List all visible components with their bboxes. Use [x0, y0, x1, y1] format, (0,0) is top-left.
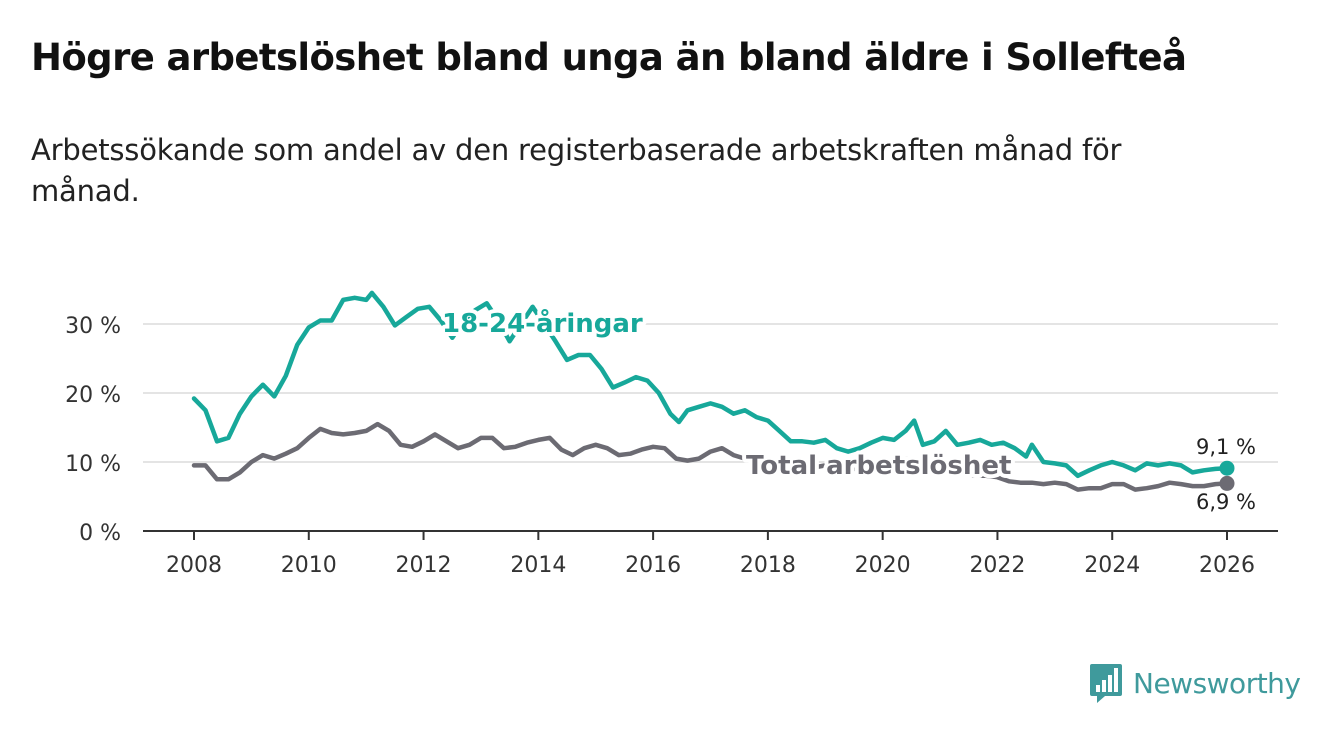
x-tick-label: 2014: [510, 553, 566, 578]
series-line-0: [191, 290, 1230, 479]
x-tick-label: 2020: [855, 553, 911, 578]
newsworthy-logo: Newsworthy: [1089, 662, 1301, 704]
y-tick-label: 20 %: [65, 383, 121, 408]
y-tick-label: 30 %: [65, 314, 121, 339]
x-tick-label: 2008: [166, 553, 222, 578]
x-tick-label: 2018: [740, 553, 796, 578]
grid-lines: [143, 323, 1278, 463]
y-tick-label: 0 %: [79, 521, 121, 546]
logo-text: Newsworthy: [1133, 666, 1301, 700]
series-lines: [191, 290, 1235, 492]
series-label-young: 18-24-åringar: [442, 307, 643, 339]
series-labels: 18-24-åringar Total arbetslöshet 9,1 % 6,9 …: [438, 303, 1256, 514]
end-value-label-total: 6,9 %: [1196, 490, 1256, 514]
series-end-point-0: [1219, 460, 1235, 476]
series-end-point-1: [1219, 475, 1235, 491]
x-tick-label: 2024: [1084, 553, 1140, 578]
chart-title: Högre arbetslöshet bland unga än bland ä…: [31, 36, 1187, 79]
x-tick-label: 2016: [625, 553, 681, 578]
x-tick-label: 2026: [1199, 553, 1255, 578]
x-tick-label: 2012: [396, 553, 452, 578]
chart-subtitle: Arbetssökande som andel av den registerb…: [31, 133, 1122, 208]
x-tick-label: 2022: [969, 553, 1025, 578]
axes: 0 % 10 % 20 % 30 % 2008 2010 2012 2014 2016 2018 2…: [65, 314, 1278, 578]
end-value-label-young: 9,1 %: [1196, 435, 1256, 459]
series-line-1: [191, 421, 1230, 492]
y-tick-label: 10 %: [65, 452, 121, 477]
bar-chart-speech-bubble-icon: [1090, 664, 1122, 703]
series-label-total: Total arbetslöshet: [746, 451, 1011, 481]
x-tick-label: 2010: [281, 553, 337, 578]
